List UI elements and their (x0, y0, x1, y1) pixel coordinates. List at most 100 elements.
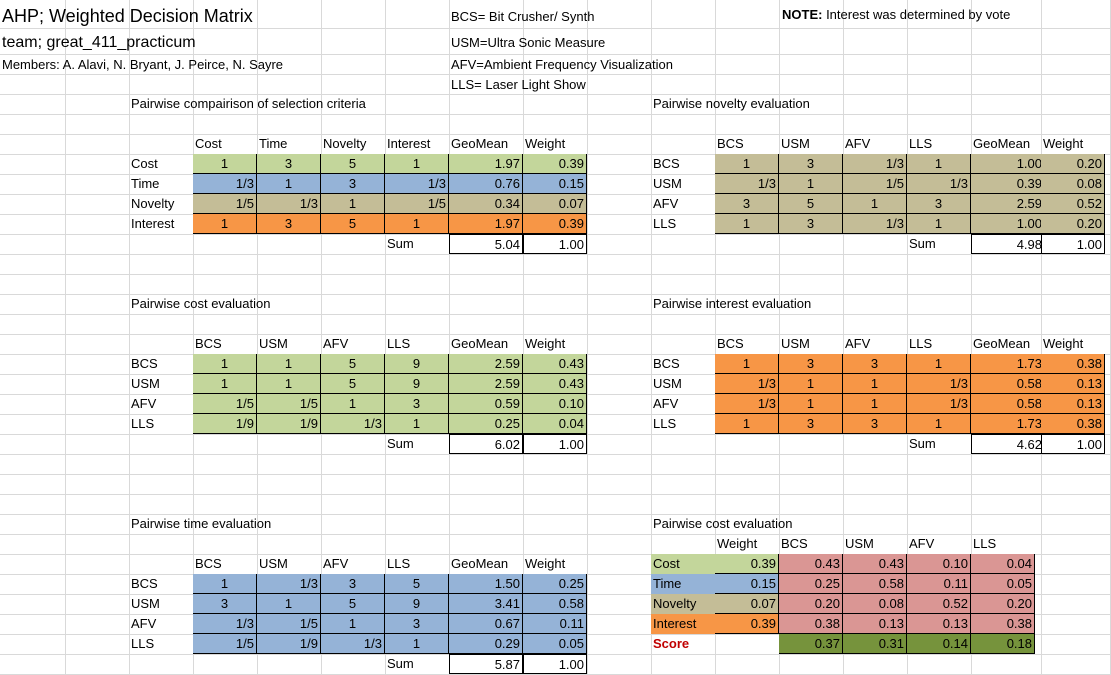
interest-row-label: LLS (653, 416, 677, 431)
cost-geomean: 2.59 (449, 374, 523, 394)
cost-row-label: BCS (131, 356, 158, 371)
criteria-cell: 5 (321, 214, 385, 234)
time-table-title: Pairwise time evaluation (131, 516, 272, 531)
final-cell: 0.58 (843, 574, 907, 594)
score-value: 0.37 (779, 634, 843, 654)
novelty-cell: 3 (907, 194, 971, 214)
novelty-weight: 0.20 (1041, 214, 1105, 234)
time-cell: 1/3 (193, 614, 257, 634)
cost-header-3: LLS (387, 336, 411, 351)
novelty-cell: 1 (907, 214, 971, 234)
criteria-cell: 3 (257, 154, 321, 174)
time-cell: 5 (321, 594, 385, 614)
time-row-label: BCS (131, 576, 158, 591)
interest-geomean: 1.73 (971, 354, 1045, 374)
interest-weight: 0.13 (1041, 374, 1105, 394)
criteria-geomean: 1.97 (449, 154, 523, 174)
time-weight: 0.25 (523, 574, 587, 594)
time-row-label: USM (131, 596, 160, 611)
criteria-cell: 1/3 (257, 194, 321, 214)
novelty-header-5: Weight (1043, 136, 1084, 151)
time-geomean: 0.29 (449, 634, 523, 654)
time-cell: 1 (385, 634, 449, 654)
time-cell: 1/3 (321, 634, 385, 654)
criteria-row-label: Cost (131, 156, 158, 171)
final-cell: 0.25 (779, 574, 843, 594)
interest-cell: 1 (907, 354, 971, 374)
members: Members: A. Alavi, N. Bryant, J. Peirce,… (2, 57, 284, 72)
legend-bcs: BCS= Bit Crusher/ Synth (451, 9, 595, 24)
cost-cell: 1/5 (193, 394, 257, 414)
time-cell: 1/9 (257, 634, 321, 654)
cost-cell: 1/3 (321, 414, 385, 434)
criteria-sum-geomean: 5.04 (449, 234, 523, 254)
novelty-row-label: LLS (653, 216, 677, 231)
novelty-geomean: 1.00 (971, 214, 1045, 234)
score-value: 0.18 (971, 634, 1035, 654)
cost-cell: 1 (193, 354, 257, 374)
criteria-cell: 1 (385, 214, 449, 234)
novelty-header-0: BCS (717, 136, 744, 151)
time-sum-label: Sum (387, 656, 414, 671)
time-cell: 9 (385, 594, 449, 614)
final-row-label: Time (651, 574, 715, 594)
cost-weight: 0.43 (523, 354, 587, 374)
criteria-row-label: Time (131, 176, 160, 191)
novelty-row-label: USM (653, 176, 682, 191)
final-header-3: AFV (909, 536, 935, 551)
novelty-weight: 0.52 (1041, 194, 1105, 214)
interest-header-3: LLS (909, 336, 933, 351)
novelty-table-title: Pairwise novelty evaluation (653, 96, 810, 111)
novelty-cell: 3 (779, 214, 843, 234)
novelty-weight: 0.20 (1041, 154, 1105, 174)
cost-sum-weight: 1.00 (523, 434, 587, 454)
cost-geomean: 0.59 (449, 394, 523, 414)
cost-cell: 1/9 (257, 414, 321, 434)
final-table-title: Pairwise cost evaluation (653, 516, 793, 531)
interest-cell: 1 (779, 394, 843, 414)
interest-cell: 1 (779, 374, 843, 394)
time-cell: 1 (193, 574, 257, 594)
cost-cell: 1 (257, 374, 321, 394)
final-cell: 0.43 (843, 554, 907, 574)
criteria-header-5: Weight (525, 136, 566, 151)
final-weight: 0.39 (715, 614, 779, 634)
novelty-cell: 1/5 (843, 174, 907, 194)
cost-cell: 5 (321, 374, 385, 394)
final-header-1: BCS (781, 536, 808, 551)
time-sum-weight: 1.00 (523, 654, 587, 674)
final-cell: 0.05 (971, 574, 1035, 594)
interest-weight: 0.38 (1041, 414, 1105, 434)
novelty-cell: 1 (715, 214, 779, 234)
criteria-geomean: 1.97 (449, 214, 523, 234)
criteria-row-label: Interest (131, 216, 175, 231)
interest-row-label: AFV (653, 396, 679, 411)
novelty-cell: 1 (715, 154, 779, 174)
note: NOTE: Interest was determined by vote (780, 5, 1012, 25)
novelty-cell: 1/3 (843, 154, 907, 174)
criteria-cell: 1 (193, 154, 257, 174)
novelty-row-label: AFV (653, 196, 679, 211)
time-weight: 0.58 (523, 594, 587, 614)
novelty-cell: 3 (715, 194, 779, 214)
cost-sum-label: Sum (387, 436, 414, 451)
novelty-cell: 1 (907, 154, 971, 174)
interest-sum-weight: 1.00 (1041, 434, 1105, 454)
novelty-weight: 0.08 (1041, 174, 1105, 194)
novelty-cell: 1 (843, 194, 907, 214)
interest-header-2: AFV (845, 336, 871, 351)
score-value: 0.14 (907, 634, 971, 654)
novelty-geomean: 0.39 (971, 174, 1045, 194)
cost-header-0: BCS (195, 336, 222, 351)
criteria-weight: 0.15 (523, 174, 587, 194)
interest-geomean: 0.58 (971, 394, 1045, 414)
final-row-label: Novelty (651, 594, 715, 614)
final-weight: 0.39 (715, 554, 779, 574)
interest-cell: 3 (843, 354, 907, 374)
score-value: 0.31 (843, 634, 907, 654)
interest-geomean: 1.73 (971, 414, 1045, 434)
cost-geomean: 2.59 (449, 354, 523, 374)
final-cell: 0.20 (971, 594, 1035, 614)
final-cell: 0.52 (907, 594, 971, 614)
cost-cell: 1/5 (257, 394, 321, 414)
